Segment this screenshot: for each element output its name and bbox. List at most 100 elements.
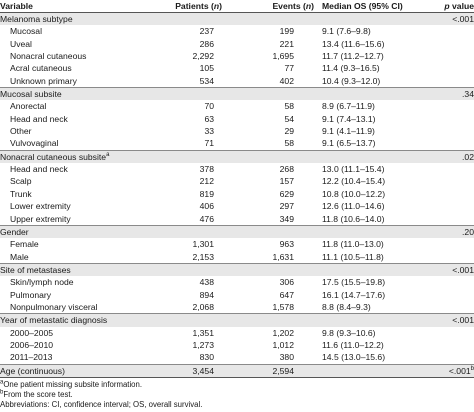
row-events: 1,012 [272,339,294,350]
row-label: Anorectal [10,101,47,112]
row-events: 268 [279,164,294,175]
section-events [222,224,314,239]
row-gap [314,238,322,250]
header-patients-n: n [213,1,220,11]
row-label: 2006–2010 [10,339,54,350]
row-label: Nonpulmonary visceral [10,301,98,312]
row-median: 11.7 (11.2–12.7) [322,51,384,62]
row-p-value [434,200,474,212]
section-row: Gender .20 [0,224,474,239]
row-patients: 2,153 [192,251,214,262]
header-variable: Variable [0,0,148,13]
section-p-value: .02 [434,149,474,164]
row-median: 10.4 (9.3–12.0) [322,75,381,86]
header-p-value: p value [434,0,474,13]
row-patients: 33 [204,126,214,137]
row-p-value [434,238,474,250]
row-median: 11.8 (11.0–13.0) [322,239,384,250]
row-events: 1,202 [272,327,294,338]
row-median: 14.5 (13.0–15.6) [322,352,386,363]
table-row: Lower extremity 406 297 12.6 (11.0–14.6) [0,200,474,212]
section-p-value: <.001 [434,262,474,277]
section-gap [314,224,322,239]
section-patients [148,87,222,101]
row-events: 1,695 [272,51,294,62]
header-variable-text: Variable [0,1,33,11]
row-gap [314,200,322,212]
row-patients: 71 [204,138,214,149]
footnote-a-text: One patient missing subsite information. [3,379,143,389]
table-row: Upper extremity 476 349 11.8 (10.6–14.0) [0,213,474,226]
row-gap [314,25,322,37]
row-patients: 70 [204,101,214,112]
section-row: Year of metastatic diagnosis <.001 [0,313,474,327]
row-label: Other [10,126,32,137]
row-p-value [434,100,474,112]
row-p-value [434,62,474,74]
row-gap [314,125,322,137]
section-row: Melanoma subtype <.001 [0,12,474,26]
table-row: Anorectal 70 58 8.9 (6.7–11.9) [0,100,474,112]
table-header: Variable Patients (n) Events (n) Median … [0,0,474,13]
row-gap [314,100,322,112]
row-p-value [434,163,474,175]
row-median: 9.1 (7.4–13.1) [322,113,376,124]
section-events [222,313,314,327]
section-label-text: Site of metastases [0,264,71,275]
table-row: 2000–2005 1,351 1,202 9.8 (9.3–10.6) [0,327,474,339]
row-gap [314,351,322,364]
table-row: Mucosal 237 199 9.1 (7.6–9.8) [0,25,474,37]
survival-table: Variable Patients (n) Events (n) Median … [0,0,474,378]
row-p-value [434,188,474,200]
row-gap [314,175,322,187]
row-p-value [434,25,474,37]
section-label-text: Melanoma subtype [0,14,73,24]
header-median-text: Median OS (95% CI) [322,1,403,11]
header-median: Median OS (95% CI) [322,0,434,13]
row-gap [314,50,322,62]
row-p-value [434,175,474,187]
row-events: 1,631 [272,251,294,262]
section-median [322,262,434,277]
table-row: Pulmonary 894 647 16.1 (14.7–17.6) [0,289,474,301]
header-events-n: n [305,1,312,11]
table-row: Trunk 819 629 10.8 (10.0–12.2) [0,188,474,200]
row-gap [314,137,322,150]
row-median: 8.8 (8.4–9.3) [322,301,371,312]
row-patients: 476 [199,213,214,224]
row-events: 297 [279,201,294,212]
row-median: 11.4 (9.3–16.5) [322,63,380,74]
row-p-value [434,137,474,150]
row-median: 9.8 (9.3–10.6) [322,327,376,338]
section-label: Mucosal subsite [0,87,148,101]
table-row: Scalp 212 157 12.2 (10.4–15.4) [0,175,474,187]
row-label: Scalp [10,176,32,187]
section-gap [314,313,322,327]
row-events: 29 [284,126,294,137]
row-gap [314,75,322,88]
section-median [322,224,434,239]
section-events [222,87,314,101]
table-row: Unknown primary 534 402 10.4 (9.3–12.0) [0,75,474,88]
row-median: 12.2 (10.4–15.4) [322,176,386,187]
row-median: 11.6 (11.0–12.2) [322,339,384,350]
section-median [322,12,434,26]
row-events: 1,578 [272,301,294,312]
section-patients [148,149,222,164]
row-patients: 894 [199,289,214,300]
row-median: 16.1 (14.7–17.6) [322,289,386,300]
row-label: Pulmonary [10,289,52,300]
table-row: Head and neck 63 54 9.1 (7.4–13.1) [0,113,474,125]
row-median: 13.0 (11.1–15.4) [322,164,385,175]
table-row: Acral cutaneous 105 77 11.4 (9.3–16.5) [0,62,474,74]
header-events-text: Events ( [272,1,306,11]
header-gap [314,0,322,13]
row-patients: 237 [199,26,214,37]
row-patients: 378 [199,164,214,175]
row-gap [314,163,322,175]
row-label: Head and neck [10,164,68,175]
header-events-close: ) [311,1,314,11]
section-patients [148,12,222,26]
section-median [322,87,434,101]
age-p-text: <.001 [448,365,471,376]
